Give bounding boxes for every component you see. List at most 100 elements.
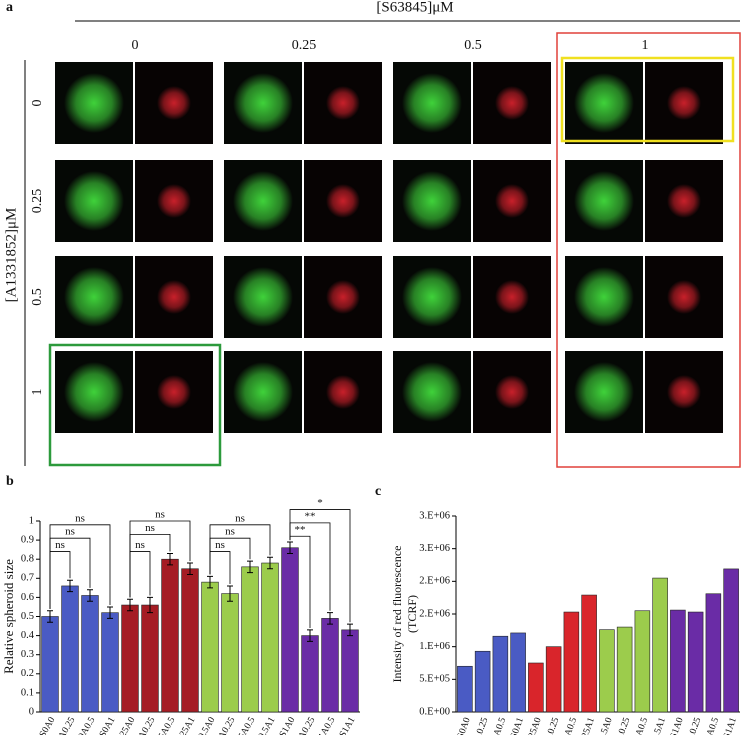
- x-tick-label: S1A0.5: [314, 715, 337, 735]
- x-tick-label: S0.5A0.25: [609, 716, 632, 735]
- y-tick-label: 0.1: [21, 687, 34, 698]
- error-bar: [207, 575, 213, 589]
- error-bar: [287, 541, 293, 554]
- bar: [652, 577, 668, 713]
- red-spheroid: [667, 184, 701, 218]
- bar: [101, 612, 119, 713]
- y-tick-label: 0.6: [21, 592, 34, 603]
- x-tick-label: S0.5A1: [649, 716, 668, 735]
- x-tick-label: S0.5A0.5: [629, 716, 651, 735]
- green-spheroid: [574, 267, 634, 327]
- row-label: 0.5: [30, 288, 45, 306]
- x-tick-label: S0.25A1: [172, 715, 198, 735]
- x-tick-label: S0.25A0.5: [556, 716, 579, 735]
- bar: [181, 568, 199, 713]
- x-tick-label: S1A0: [278, 715, 298, 735]
- x-tick-label: S0A0: [38, 715, 58, 735]
- green-spheroid: [64, 267, 124, 327]
- error-bar: [47, 610, 53, 623]
- green-spheroid: [64, 73, 124, 133]
- significance-label: ns: [65, 526, 75, 538]
- bar: [281, 547, 299, 713]
- red-spheroid: [495, 375, 529, 409]
- x-tick-label: S1A0.5: [702, 716, 721, 735]
- y-tick-label: 0.4: [21, 630, 35, 641]
- error-bar: [227, 585, 233, 602]
- y-tick-label: 0.2: [21, 668, 34, 679]
- red-spheroid: [326, 184, 360, 218]
- row-title: [A1331852]μM: [3, 208, 19, 303]
- bar: [670, 609, 686, 713]
- error-bar: [247, 560, 253, 574]
- bar: [221, 593, 239, 713]
- green-spheroid: [402, 267, 462, 327]
- red-spheroid: [667, 375, 701, 409]
- red-spheroid: [157, 184, 191, 218]
- red-spheroid: [157, 280, 191, 314]
- bar: [341, 629, 359, 713]
- x-tick-label: S1A0: [669, 716, 686, 735]
- row-label: 0.25: [30, 189, 45, 214]
- significance-bracket: [129, 520, 191, 598]
- bar: [41, 616, 59, 713]
- y-tick-label: 0.E+00: [419, 706, 450, 717]
- significance-bracket: [289, 509, 351, 623]
- significance-label: ns: [155, 509, 165, 521]
- bar: [121, 604, 139, 713]
- error-bar: [307, 629, 313, 642]
- bar: [161, 558, 179, 713]
- bar: [545, 646, 562, 713]
- bar: [705, 593, 722, 713]
- bar: [599, 629, 615, 713]
- y-tick-label: 0.7: [21, 573, 34, 584]
- y-axis-label: (TCRF): [405, 595, 419, 633]
- bar: [563, 611, 580, 713]
- bar: [301, 635, 319, 713]
- column-label: 0.25: [292, 38, 317, 53]
- significance-label: ns: [135, 539, 145, 551]
- bar: [321, 618, 339, 713]
- bar: [457, 665, 473, 713]
- column-title: [S63845]μM: [376, 0, 453, 15]
- bar: [241, 566, 259, 713]
- error-bar: [87, 589, 93, 602]
- error-bar: [107, 606, 113, 619]
- red-spheroid: [157, 375, 191, 409]
- green-spheroid: [574, 171, 634, 231]
- green-spheroid: [574, 73, 634, 133]
- bar: [723, 568, 739, 713]
- x-tick-label: S1A1: [722, 716, 739, 735]
- red-spheroid: [495, 86, 529, 120]
- column-label: 0: [132, 38, 139, 53]
- bar: [510, 632, 526, 713]
- bar: [616, 626, 633, 713]
- x-tick-label: S0.5A0.5: [231, 715, 258, 735]
- panel-label: b: [6, 474, 14, 489]
- y-tick-label: 0: [29, 706, 34, 717]
- bar: [634, 610, 651, 713]
- column-label: 1: [642, 38, 649, 53]
- bar: [61, 585, 79, 713]
- green-spheroid: [64, 362, 124, 422]
- y-tick-label: 5.E+05: [419, 674, 450, 685]
- highlight-box: [48, 343, 222, 467]
- error-bar: [127, 598, 133, 612]
- y-axis-label: Relative spheroid size: [1, 559, 16, 674]
- significance-label: *: [317, 497, 323, 509]
- x-tick-label: S1A1: [338, 715, 358, 735]
- y-tick-label: 0.5: [21, 611, 34, 622]
- red-spheroid: [326, 86, 360, 120]
- green-spheroid: [64, 171, 124, 231]
- x-tick-label: S0A1: [509, 716, 526, 735]
- y-tick-label: 0.9: [21, 535, 34, 546]
- error-bar: [327, 612, 333, 625]
- green-spheroid: [402, 362, 462, 422]
- bar: [81, 595, 99, 713]
- panel-label: a: [6, 0, 13, 15]
- x-tick-label: S0A0.5: [489, 716, 508, 735]
- bar: [492, 635, 509, 713]
- error-bar: [347, 623, 353, 637]
- red-spheroid: [495, 280, 529, 314]
- significance-label: ns: [225, 526, 235, 538]
